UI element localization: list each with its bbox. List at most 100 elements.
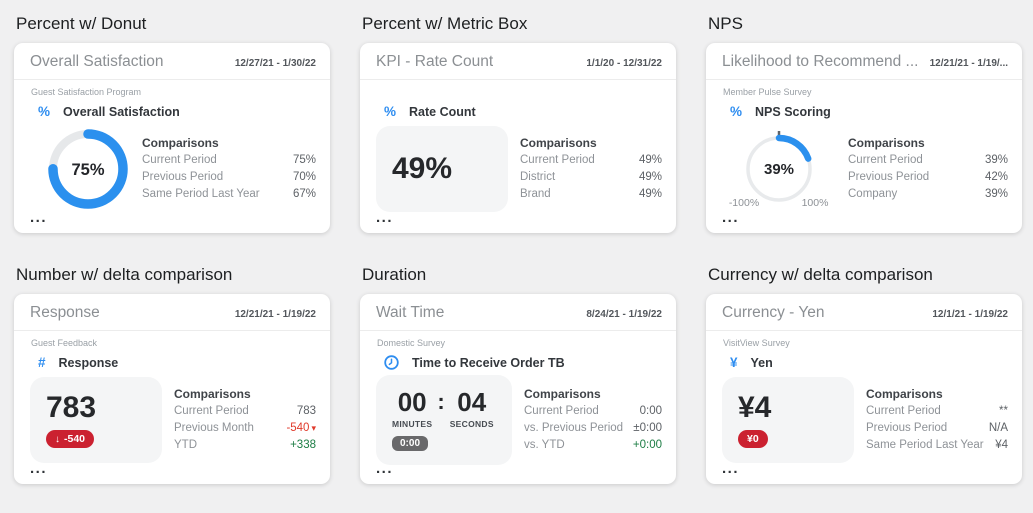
- widget-card-wait-time: Wait Time 8/24/21 - 1/19/22 Domestic Sur…: [360, 294, 676, 484]
- minutes-value: 00: [397, 387, 427, 417]
- widget-card-currency-yen: Currency - Yen 12/1/21 - 1/19/22 VisitVi…: [706, 294, 1022, 484]
- seconds-label: SECONDS: [449, 419, 494, 429]
- comparisons: Comparisons Current Period 783 Previous …: [174, 387, 316, 454]
- comparison-row: Previous Period N/A: [866, 421, 1008, 434]
- down-triangle-icon: ▾: [311, 422, 316, 433]
- program-name: Guest Satisfaction Program: [31, 87, 142, 97]
- widget-card-response: Response 12/21/21 - 1/19/22 Guest Feedba…: [14, 294, 330, 484]
- date-range: 12/27/21 - 1/30/22: [234, 58, 316, 69]
- number-icon: #: [38, 355, 46, 370]
- comparison-row: Previous Period 70%: [142, 170, 316, 183]
- delta-badge: ↓ -540: [46, 430, 95, 449]
- date-range: 12/21/21 - 1/19/...: [929, 58, 1008, 69]
- more-options-button[interactable]: ...: [722, 209, 740, 226]
- comparison-row: Company 39%: [848, 187, 1008, 200]
- panel-duration: Duration Wait Time 8/24/21 - 1/19/22 Dom…: [360, 259, 676, 484]
- comparison-row: Current Period 75%: [142, 153, 316, 166]
- metric-row: % Rate Count: [384, 104, 662, 119]
- comparison-row: Current Period 783: [174, 404, 316, 417]
- duration-badge: 0:00: [392, 436, 429, 451]
- content-row: 39% -100% 100% Comparisons Current Perio…: [722, 124, 1008, 214]
- content-row: 00 MINUTES : 04 SECONDS 0:00 Compa: [376, 375, 662, 465]
- metric-name: Yen: [750, 355, 773, 370]
- comparisons-title: Comparisons: [524, 386, 601, 401]
- comparisons-title: Comparisons: [520, 135, 597, 150]
- widget-card-likelihood-to-recommend: Likelihood to Recommend ... 12/21/21 - 1…: [706, 43, 1022, 233]
- date-range: 12/1/21 - 1/19/22: [932, 309, 1008, 320]
- yen-icon: ¥: [730, 355, 738, 370]
- duration-value-box: 00 MINUTES : 04 SECONDS 0:00: [376, 375, 512, 465]
- program-name: Guest Feedback: [31, 338, 98, 348]
- program-name: Domestic Survey: [377, 338, 446, 348]
- card-body: Guest Feedback # Response 783 ↓ -540 Com…: [14, 331, 330, 484]
- card-title: KPI - Rate Count: [376, 53, 494, 70]
- minutes-label: MINUTES: [392, 419, 433, 429]
- content-row: 783 ↓ -540 Comparisons Current Period 78…: [30, 375, 316, 465]
- metric-row: % Overall Satisfaction: [38, 104, 316, 119]
- more-options-button[interactable]: ...: [376, 460, 394, 477]
- section-heading: Number w/ delta comparison: [16, 265, 233, 284]
- section-heading: Percent w/ Metric Box: [362, 14, 528, 33]
- comparisons: Comparisons Current Period 49% District …: [520, 136, 662, 203]
- more-options-button[interactable]: ...: [376, 209, 394, 226]
- card-title: Currency - Yen: [722, 304, 825, 321]
- comparison-row: District 49%: [520, 170, 662, 183]
- comparison-row: Previous Period 42%: [848, 170, 1008, 183]
- percent-icon: %: [38, 104, 51, 119]
- card-title: Overall Satisfaction: [30, 53, 164, 70]
- metric-name: Response: [58, 355, 119, 370]
- comparison-row: Current Period 0:00: [524, 404, 662, 417]
- gauge-min-label: -100%: [729, 197, 759, 209]
- comparisons: Comparisons Current Period 75% Previous …: [142, 136, 316, 203]
- card-title: Likelihood to Recommend ...: [722, 53, 919, 70]
- panel-number-delta: Number w/ delta comparison Response 12/2…: [14, 259, 330, 484]
- card-header: Response 12/21/21 - 1/19/22: [14, 294, 330, 331]
- section-heading: Percent w/ Donut: [16, 14, 147, 33]
- card-title: Response: [30, 304, 100, 321]
- metric-name: NPS Scoring: [755, 104, 831, 119]
- more-options-button[interactable]: ...: [30, 209, 48, 226]
- comparison-row: Current Period 49%: [520, 153, 662, 166]
- program-name: [377, 87, 662, 100]
- comparisons: Comparisons Current Period 0:00 vs. Prev…: [524, 387, 662, 454]
- comparisons-title: Comparisons: [142, 135, 219, 150]
- program-name: Member Pulse Survey: [723, 87, 812, 97]
- comparison-row: Previous Month -540 ▾: [174, 421, 316, 434]
- card-header: Likelihood to Recommend ... 12/21/21 - 1…: [706, 43, 1022, 80]
- date-range: 8/24/21 - 1/19/22: [586, 309, 662, 320]
- metric-row: % NPS Scoring: [730, 104, 1008, 119]
- gauge-chart: 39% -100% 100%: [722, 129, 836, 209]
- comparison-row: Current Period 39%: [848, 153, 1008, 166]
- panel-percent-metric-box: Percent w/ Metric Box KPI - Rate Count 1…: [360, 8, 676, 233]
- card-body: VisitView Survey ¥ Yen ¥4 ¥0 Comparisons: [706, 331, 1022, 484]
- metric-row: ¥ Yen: [730, 355, 1008, 370]
- metric-value-box: ¥4 ¥0: [722, 377, 854, 463]
- card-header: Overall Satisfaction 12/27/21 - 1/30/22: [14, 43, 330, 80]
- metric-value: 783: [46, 390, 97, 424]
- comparison-row: vs. YTD +0:00: [524, 438, 662, 451]
- card-header: Wait Time 8/24/21 - 1/19/22: [360, 294, 676, 331]
- comparisons-title: Comparisons: [174, 386, 251, 401]
- widget-gallery: Percent w/ Donut Overall Satisfaction 12…: [14, 8, 1022, 484]
- more-options-button[interactable]: ...: [722, 460, 740, 477]
- card-body: Domestic Survey Time to Receive Order TB: [360, 331, 676, 484]
- date-range: 12/21/21 - 1/19/22: [234, 309, 316, 320]
- comparison-row: YTD +338: [174, 438, 316, 451]
- card-body: Guest Satisfaction Program % Overall Sat…: [14, 80, 330, 233]
- card-header: KPI - Rate Count 1/1/20 - 12/31/22: [360, 43, 676, 80]
- card-header: Currency - Yen 12/1/21 - 1/19/22: [706, 294, 1022, 331]
- metric-value-box: 49%: [376, 126, 508, 212]
- widget-card-overall-satisfaction: Overall Satisfaction 12/27/21 - 1/30/22 …: [14, 43, 330, 233]
- more-options-button[interactable]: ...: [30, 460, 48, 477]
- comparison-row: Current Period **: [866, 404, 1008, 417]
- card-body: % Rate Count 49% Comparisons Current Per…: [360, 80, 676, 233]
- metric-value: ¥4: [738, 390, 772, 424]
- donut-chart: 75%: [46, 127, 130, 211]
- content-row: ¥4 ¥0 Comparisons Current Period ** Prev…: [722, 375, 1008, 465]
- percent-icon: %: [730, 104, 743, 119]
- comparison-row: Same Period Last Year ¥4: [866, 438, 1008, 451]
- delta-badge: ¥0: [738, 430, 768, 449]
- metric-value-box: 783 ↓ -540: [30, 377, 162, 463]
- time-colon: :: [437, 389, 445, 414]
- panel-nps: NPS Likelihood to Recommend ... 12/21/21…: [706, 8, 1022, 233]
